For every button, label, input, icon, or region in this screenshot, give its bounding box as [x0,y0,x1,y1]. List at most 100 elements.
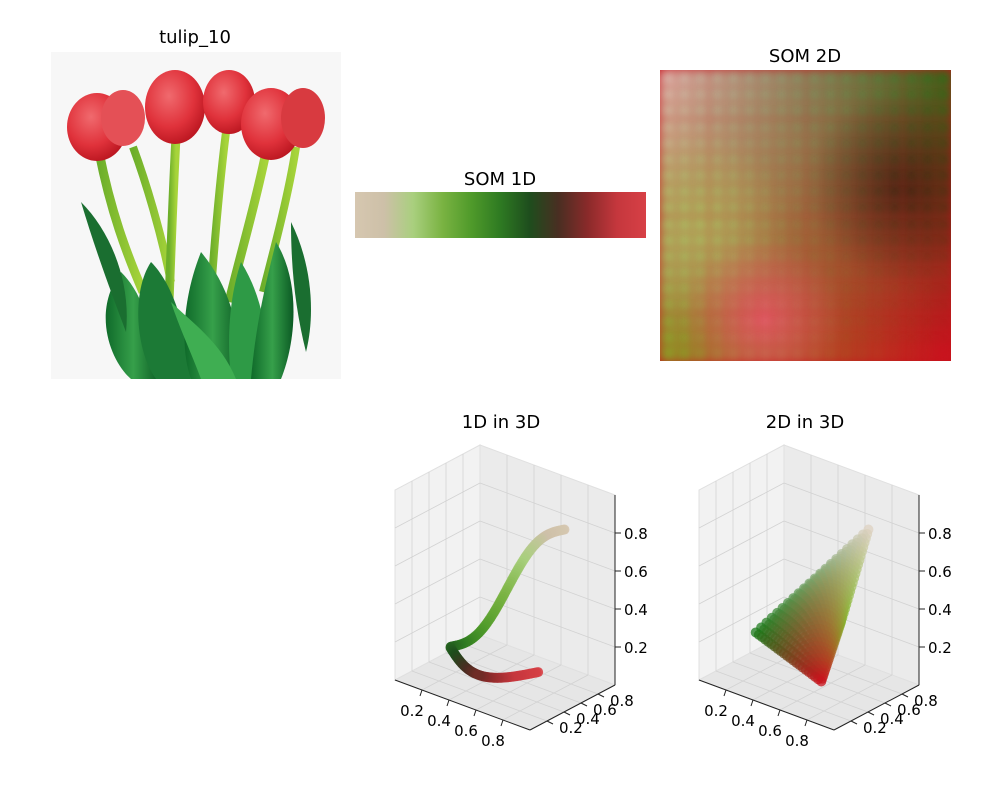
som2d-cell [870,118,888,136]
som2d-cell [789,328,807,346]
x-tick-label: 0.2 [400,702,424,720]
som2d-cell [821,280,839,298]
som2d-cell [837,344,855,361]
z-tick-label: 0.6 [928,563,952,581]
gridline [479,558,616,610]
som2d-cell [821,70,839,88]
som2d-cell [902,70,920,88]
som2d-cell [676,344,694,361]
som2d-cell [692,150,710,168]
som2d-cell [660,215,678,233]
som2d-cell [676,199,694,217]
x-tick-label: 0.2 [704,702,728,720]
som2d-cell [821,134,839,152]
som2d-cell [789,86,807,104]
som2d-cell [773,231,791,249]
som2d-cell [708,280,726,298]
som2d-cell [805,215,823,233]
plot-2d-in-3d: 0.20.40.60.80.20.40.60.80.20.40.60.8 [697,444,952,750]
som2d-cell [724,344,742,361]
gridline [475,664,562,711]
som2d-cell [789,183,807,201]
som2d-cell [789,199,807,217]
som2d-cell [692,134,710,152]
som2d-cell [676,150,694,168]
som2d-cell [740,86,758,104]
som2d-cell [821,118,839,136]
z-tick-label: 0.6 [624,563,648,581]
som2d-cell [708,199,726,217]
x-tick [723,689,727,697]
som2d-cell [692,70,710,88]
y-tick-label: 0.6 [897,701,921,719]
som2d-cell [676,102,694,120]
som2d-cell [660,150,678,168]
som2d-cell [708,247,726,265]
som2d-cell [805,102,823,120]
gridline [394,558,481,605]
som2d-cell [934,167,951,185]
x-tick [804,719,808,727]
som2d-cell [740,280,758,298]
som2d-cell [902,328,920,346]
y-axis [833,684,920,731]
som2d-cell [837,280,855,298]
som2d-cell [902,312,920,330]
y-tick [884,702,892,707]
y-tick-label: 0.4 [576,710,600,728]
som2d-cell [854,70,872,88]
som2d-cell [789,280,807,298]
y-tick-label: 0.8 [610,692,634,710]
axes-3d: 0.20.40.60.80.20.40.60.80.20.40.60.8 [393,444,648,750]
som2d-cell [805,296,823,314]
y-tick [597,693,605,698]
som2d-cell [934,247,951,265]
som2d-cell [789,312,807,330]
som2d-cell [692,280,710,298]
som2d-cell [805,183,823,201]
gridline [394,596,481,643]
som2d-cell [660,199,678,217]
som2d-cell [805,264,823,282]
som2d-cell [757,344,775,361]
som2d-cell [854,102,872,120]
som2d-cell [870,247,888,265]
som2d-cell [886,70,904,88]
som2d-cell [789,264,807,282]
som2d-cell [773,296,791,314]
som2d-cell [660,118,678,136]
som2d-cell [805,150,823,168]
z-tick-label: 0.8 [624,525,648,543]
som2d-cell [724,264,742,282]
gridline [394,482,481,529]
som2d-colormap [660,70,951,361]
som2d-cell [902,231,920,249]
y-tick-label: 0.2 [559,719,583,737]
gridline [411,670,548,722]
som2d-cell [676,118,694,136]
gridline [428,661,565,713]
som2d-cell [902,215,920,233]
som2d-cell [934,264,951,282]
som2d-cell [708,296,726,314]
som2d-cell [789,118,807,136]
som2d-cell [934,183,951,201]
x-tick-label: 0.8 [785,732,809,750]
som2d-cell [660,183,678,201]
som2d-cell [934,215,951,233]
som2d-cell [789,231,807,249]
som2d-cell [757,118,775,136]
som1d-colormap [355,192,646,238]
som2d-cell [740,328,758,346]
som2d-cell [676,134,694,152]
som2d-cell [740,167,758,185]
som2d-point [816,676,827,687]
x-tick-label: 0.6 [454,722,478,740]
gridline [698,520,785,567]
som2d-cell [660,102,678,120]
x-tick [473,709,477,717]
som2d-cell [854,247,872,265]
som2d-cell [902,264,920,282]
som2d-cell [870,102,888,120]
som2d-cell [692,215,710,233]
